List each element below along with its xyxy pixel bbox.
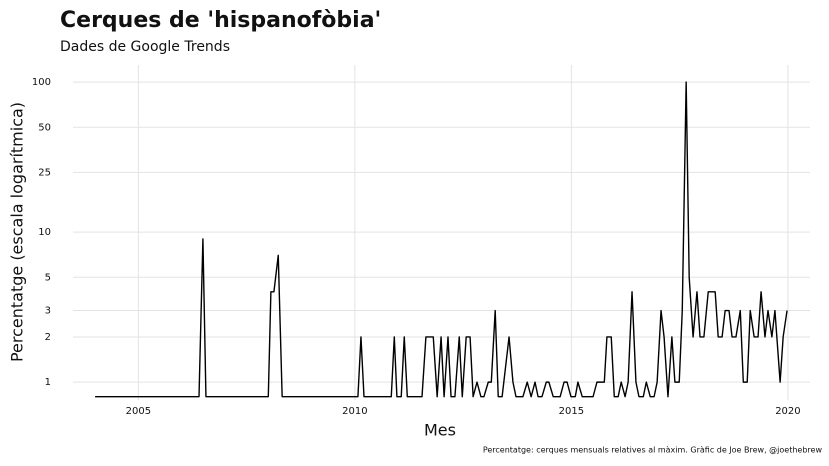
y-tick-label: 5: [45, 272, 51, 283]
y-tick-label: 1: [45, 377, 51, 388]
y-tick-label: 50: [38, 122, 51, 133]
line: [95, 81, 788, 398]
y-tick-label: 2: [45, 332, 51, 343]
chart-title: Cerques de 'hispanofòbia': [60, 8, 381, 33]
x-axis-label: Mes: [424, 421, 456, 440]
caption: Percentatge: cerques mensuals relatives …: [483, 446, 823, 455]
y-tick-label: 10: [38, 227, 51, 238]
chart-subtitle: Dades de Google Trends: [60, 39, 230, 55]
y-tick-label: 3: [45, 306, 51, 317]
y-tick-label: 25: [38, 167, 51, 178]
y-axis-label: Percentatge (escala logarítmica): [8, 102, 27, 362]
x-tick-label: 2010: [342, 406, 367, 417]
x-tick-label: 2015: [559, 406, 584, 417]
x-tick-label: 2005: [126, 406, 151, 417]
x-tick-label: 2020: [775, 406, 800, 417]
y-tick-label: 100: [32, 77, 51, 88]
